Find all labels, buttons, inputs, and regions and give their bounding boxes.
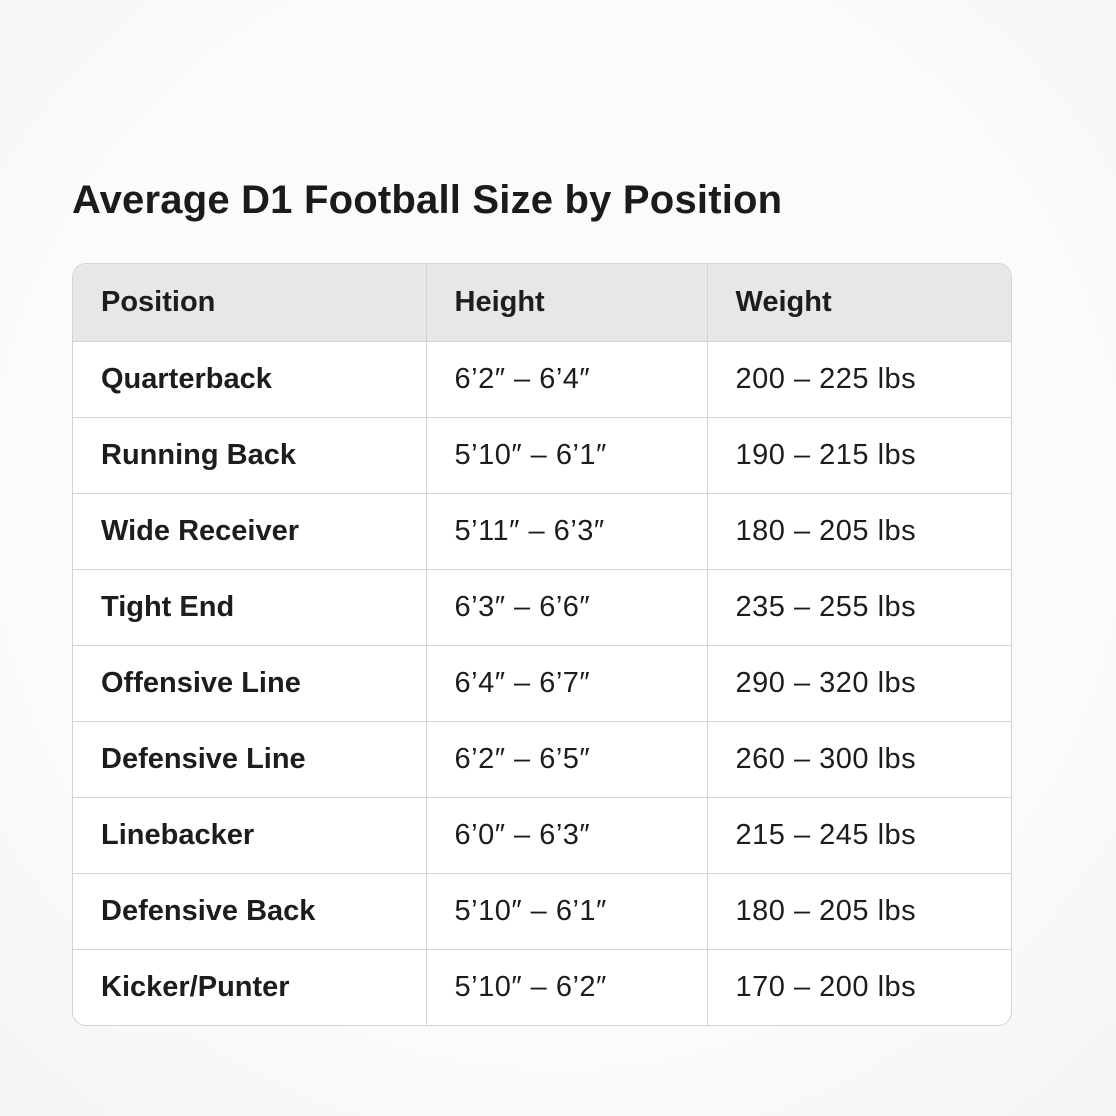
size-table-container: Position Height Weight Quarterback 6’2″ … bbox=[72, 263, 1012, 1026]
table-row: Offensive Line 6’4″ – 6’7″ 290 – 320 lbs bbox=[73, 645, 1011, 722]
cell-height: 6’2″ – 6’4″ bbox=[425, 341, 708, 418]
cell-height: 6’4″ – 6’7″ bbox=[425, 645, 708, 722]
cell-weight: 170 – 200 lbs bbox=[706, 949, 1011, 1025]
header-weight: Weight bbox=[706, 264, 1011, 342]
header-height: Height bbox=[425, 264, 708, 342]
size-table: Position Height Weight Quarterback 6’2″ … bbox=[73, 264, 1011, 1025]
cell-height: 6’2″ – 6’5″ bbox=[425, 721, 708, 798]
cell-height: 5’11″ – 6’3″ bbox=[425, 493, 708, 570]
cell-position: Offensive Line bbox=[73, 645, 427, 722]
cell-position: Defensive Line bbox=[73, 721, 427, 798]
cell-weight: 290 – 320 lbs bbox=[706, 645, 1011, 722]
cell-height: 5’10″ – 6’1″ bbox=[425, 417, 708, 494]
cell-height: 6’0″ – 6’3″ bbox=[425, 797, 708, 874]
cell-height: 5’10″ – 6’2″ bbox=[425, 949, 708, 1025]
page-title: Average D1 Football Size by Position bbox=[72, 178, 783, 222]
table-row: Linebacker 6’0″ – 6’3″ 215 – 245 lbs bbox=[73, 797, 1011, 874]
cell-position: Running Back bbox=[73, 417, 427, 494]
cell-position: Kicker/Punter bbox=[73, 949, 427, 1025]
table-row: Running Back 5’10″ – 6’1″ 190 – 215 lbs bbox=[73, 417, 1011, 494]
table-header: Position Height Weight bbox=[73, 264, 1011, 342]
cell-position: Quarterback bbox=[73, 341, 427, 418]
header-row: Position Height Weight bbox=[73, 264, 1011, 342]
cell-weight: 260 – 300 lbs bbox=[706, 721, 1011, 798]
table-row: Defensive Line 6’2″ – 6’5″ 260 – 300 lbs bbox=[73, 721, 1011, 798]
table-row: Wide Receiver 5’11″ – 6’3″ 180 – 205 lbs bbox=[73, 493, 1011, 570]
cell-weight: 180 – 205 lbs bbox=[706, 873, 1011, 950]
cell-weight: 190 – 215 lbs bbox=[706, 417, 1011, 494]
table-row: Quarterback 6’2″ – 6’4″ 200 – 225 lbs bbox=[73, 341, 1011, 418]
cell-weight: 215 – 245 lbs bbox=[706, 797, 1011, 874]
cell-weight: 235 – 255 lbs bbox=[706, 569, 1011, 646]
table-body: Quarterback 6’2″ – 6’4″ 200 – 225 lbs Ru… bbox=[73, 341, 1011, 1025]
table-row: Tight End 6’3″ – 6’6″ 235 – 255 lbs bbox=[73, 569, 1011, 646]
page: Average D1 Football Size by Position Pos… bbox=[72, 178, 1012, 1026]
cell-position: Wide Receiver bbox=[73, 493, 427, 570]
header-position: Position bbox=[73, 264, 427, 342]
table-row: Defensive Back 5’10″ – 6’1″ 180 – 205 lb… bbox=[73, 873, 1011, 950]
cell-height: 5’10″ – 6’1″ bbox=[425, 873, 708, 950]
cell-weight: 180 – 205 lbs bbox=[706, 493, 1011, 570]
cell-position: Defensive Back bbox=[73, 873, 427, 950]
cell-height: 6’3″ – 6’6″ bbox=[425, 569, 708, 646]
cell-position: Linebacker bbox=[73, 797, 427, 874]
cell-position: Tight End bbox=[73, 569, 427, 646]
cell-weight: 200 – 225 lbs bbox=[706, 341, 1011, 418]
table-row: Kicker/Punter 5’10″ – 6’2″ 170 – 200 lbs bbox=[73, 949, 1011, 1025]
